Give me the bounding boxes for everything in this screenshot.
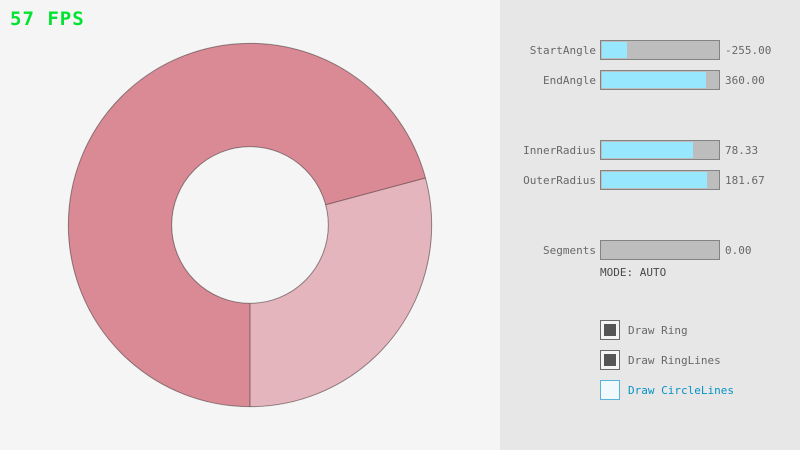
startangle-slider[interactable] [600,40,720,60]
slider-fill [602,142,693,158]
checkbox-box[interactable] [600,350,620,370]
startangle-label: StartAngle [529,44,596,57]
fps-counter: 57 FPS [10,8,85,30]
segments-row: Segments 0.00 [500,240,800,260]
innerradius-value: 78.33 [725,144,759,157]
checkbox-check [604,354,616,366]
slider-fill [602,172,708,188]
draw-circlelines-checkbox[interactable]: Draw CircleLines [600,380,734,400]
checkbox-box[interactable] [600,380,620,400]
controls-panel: StartAngle -255.00 EndAngle 360.00 Inner… [500,0,800,450]
endangle-slider[interactable] [600,70,720,90]
outerradius-value: 181.67 [725,174,765,187]
mode-indicator: MODE: AUTO [600,266,667,279]
draw-ring-label: Draw Ring [628,323,688,337]
segments-value: 0.00 [725,244,752,257]
draw-ring-checkbox[interactable]: Draw Ring [600,320,688,340]
outerradius-slider[interactable] [600,170,720,190]
segments-slider[interactable] [600,240,720,260]
checkbox-box[interactable] [600,320,620,340]
innerradius-row: InnerRadius 78.33 [500,140,800,160]
outerradius-label: OuterRadius [523,174,596,187]
innerradius-slider[interactable] [600,140,720,160]
endangle-row: EndAngle 360.00 [500,70,800,90]
draw-ringlines-label: Draw RingLines [628,353,721,367]
checkbox-check [604,324,616,336]
segments-label: Segments [543,244,596,257]
endangle-value: 360.00 [725,74,765,87]
outerradius-row: OuterRadius 181.67 [500,170,800,190]
startangle-value: -255.00 [725,44,772,57]
endangle-label: EndAngle [543,74,596,87]
draw-ringlines-checkbox[interactable]: Draw RingLines [600,350,721,370]
draw-circlelines-label: Draw CircleLines [628,383,734,397]
slider-fill [602,42,628,58]
innerradius-label: InnerRadius [523,144,596,157]
slider-fill [602,72,707,88]
startangle-row: StartAngle -255.00 [500,40,800,60]
